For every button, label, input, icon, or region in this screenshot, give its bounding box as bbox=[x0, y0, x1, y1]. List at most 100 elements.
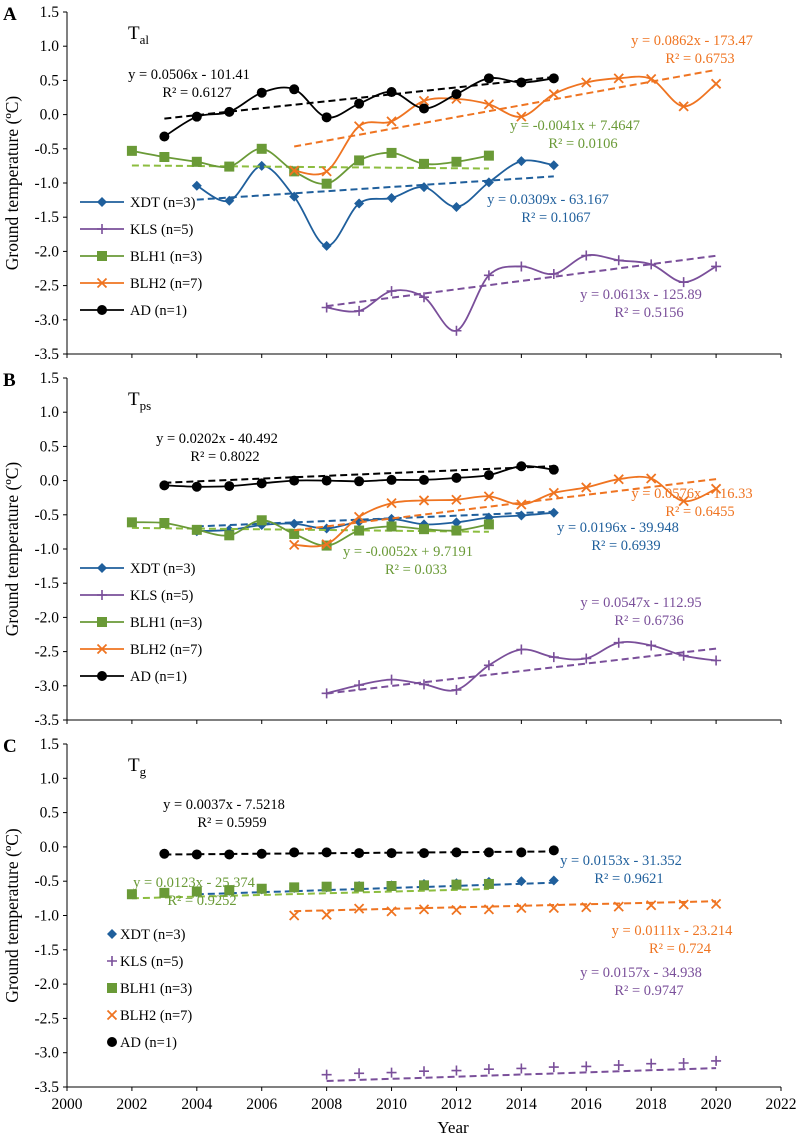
data-point bbox=[354, 848, 365, 859]
data-point bbox=[419, 880, 429, 891]
panel-title: Tal bbox=[128, 23, 149, 47]
data-point bbox=[710, 898, 722, 909]
y-tick-label: -3.0 bbox=[34, 1045, 59, 1062]
data-point bbox=[483, 491, 495, 502]
data-point bbox=[353, 511, 365, 522]
data-point bbox=[419, 158, 429, 169]
data-point bbox=[711, 1055, 722, 1066]
data-point bbox=[418, 904, 430, 915]
data-point bbox=[321, 539, 332, 550]
data-point bbox=[159, 131, 170, 142]
trend-r2: R² = 0.6753 bbox=[665, 51, 734, 67]
y-tick-label: -1.5 bbox=[34, 575, 59, 592]
data-point bbox=[386, 147, 397, 158]
y-tick-label: 0.5 bbox=[40, 438, 60, 455]
data-point bbox=[289, 191, 300, 202]
legend-label: BLH1 (n=3) bbox=[130, 615, 202, 631]
data-point bbox=[646, 640, 657, 651]
trend-line bbox=[294, 478, 717, 532]
panel-A: 1.5 1.0 0.5 0.0 -0.5 -1.0 -1.5 -2.0 -2.5 -3.0 -3.5… bbox=[2, 4, 782, 363]
y-tick-label: -0.5 bbox=[34, 507, 59, 524]
data-point bbox=[386, 906, 397, 917]
data-point bbox=[191, 156, 202, 167]
trend-r2: R² = 0.0106 bbox=[548, 136, 617, 152]
data-point bbox=[289, 882, 300, 893]
legend-label: BLH2 (n=7) bbox=[120, 1008, 192, 1024]
data-point bbox=[613, 474, 624, 485]
data-point bbox=[710, 483, 722, 494]
data-point bbox=[353, 903, 365, 914]
data-point bbox=[224, 161, 235, 172]
data-point bbox=[224, 885, 235, 896]
data-point bbox=[256, 160, 267, 171]
data-point bbox=[289, 528, 300, 539]
data-point bbox=[419, 524, 429, 535]
data-point bbox=[106, 1009, 118, 1021]
y-tick-label: -3.0 bbox=[34, 678, 59, 695]
x-tick-label: 2012 bbox=[441, 1096, 472, 1113]
legend-label: AD (n=1) bbox=[120, 1035, 177, 1051]
data-point bbox=[483, 660, 494, 671]
data-point bbox=[451, 89, 462, 100]
data-point bbox=[224, 530, 235, 541]
data-point bbox=[256, 848, 267, 859]
data-point bbox=[581, 902, 592, 913]
data-point bbox=[96, 277, 108, 289]
y-tick-label: 0.0 bbox=[40, 473, 60, 490]
data-point bbox=[419, 848, 429, 859]
data-point bbox=[451, 325, 462, 336]
data-point bbox=[386, 498, 397, 509]
series-AD: y = 0.0037x - 7.5218 R² = 0.5959 bbox=[159, 797, 559, 860]
data-point bbox=[711, 261, 722, 272]
data-point bbox=[516, 77, 527, 88]
y-tick-label: -0.5 bbox=[34, 873, 59, 890]
data-point bbox=[386, 474, 397, 485]
data-point bbox=[451, 472, 462, 483]
data-point bbox=[256, 883, 267, 894]
data-point bbox=[159, 480, 170, 491]
y-tick-label: 1.0 bbox=[40, 38, 60, 55]
data-point bbox=[321, 881, 332, 892]
data-point bbox=[97, 251, 107, 261]
data-point bbox=[581, 1061, 592, 1072]
data-point bbox=[97, 590, 107, 600]
data-point bbox=[646, 259, 657, 270]
y-tick-label: -1.5 bbox=[34, 209, 59, 226]
x-tick-label: 2010 bbox=[376, 1096, 407, 1113]
legend-label: BLH2 (n=7) bbox=[130, 276, 202, 292]
data-point bbox=[678, 277, 689, 288]
data-point bbox=[548, 902, 559, 914]
trend-r2: R² = 0.9252 bbox=[167, 893, 236, 909]
series-BLH2: y = 0.0576x - 116.33 R² = 0.6455 bbox=[289, 473, 753, 551]
data-point bbox=[386, 848, 397, 859]
legend-label: XDT (n=3) bbox=[130, 561, 196, 577]
data-point bbox=[321, 540, 332, 551]
series-AD: y = 0.0202x - 40.492 R² = 0.8022 bbox=[156, 431, 559, 492]
data-point bbox=[96, 643, 108, 655]
series-KLS: y = 0.0613x - 125.89 R² = 0.5156 bbox=[321, 250, 722, 336]
legend-label: KLS (n=5) bbox=[120, 954, 184, 970]
data-point bbox=[613, 255, 624, 266]
data-point bbox=[613, 637, 624, 648]
data-point bbox=[516, 876, 527, 887]
data-point bbox=[678, 495, 689, 507]
data-point bbox=[224, 195, 235, 206]
data-point bbox=[126, 145, 137, 156]
data-point bbox=[321, 166, 332, 177]
data-point bbox=[483, 904, 495, 915]
data-point bbox=[581, 250, 592, 261]
data-point bbox=[581, 482, 592, 493]
data-point bbox=[516, 847, 527, 858]
data-point bbox=[451, 517, 462, 528]
data-point bbox=[516, 111, 527, 122]
data-point bbox=[516, 510, 527, 521]
x-tick-label: 2006 bbox=[246, 1096, 277, 1113]
trend-equation: y = 0.0862x - 173.47 bbox=[631, 33, 753, 49]
data-point bbox=[97, 671, 107, 681]
data-point bbox=[289, 165, 300, 176]
data-point bbox=[191, 524, 202, 535]
x-tick-label: 2004 bbox=[181, 1096, 212, 1113]
data-point bbox=[419, 103, 429, 114]
legend: XDT (n=3) KLS (n=5) BLH1 (n=3) BLH2 (n=7) AD… bbox=[80, 195, 202, 319]
data-point bbox=[321, 240, 332, 251]
